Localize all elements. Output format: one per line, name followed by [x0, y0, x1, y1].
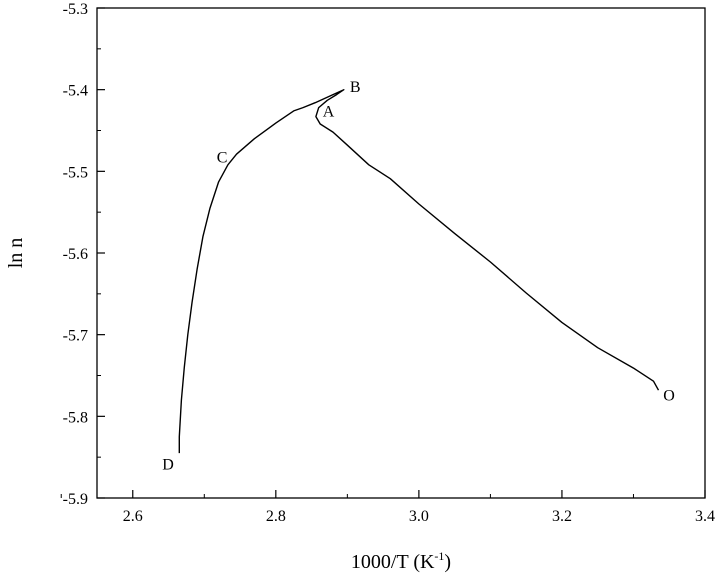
- y-tick-label: -5.7: [63, 328, 88, 345]
- series-layer: [178, 89, 660, 454]
- point-label-o: O: [663, 387, 675, 404]
- point-label-a: A: [323, 104, 335, 121]
- x-axis-title: 1000/T (K-1): [351, 549, 451, 573]
- y-axis-title: ln n: [5, 238, 27, 269]
- point-label-c: C: [217, 150, 228, 167]
- x-tick-label: 2.8: [266, 508, 286, 525]
- point-label-d: D: [162, 457, 174, 474]
- x-tick-label: 3.0: [409, 508, 429, 525]
- y-tick-label: -5.4: [63, 83, 88, 100]
- annotation-layer: O AB C D: [162, 79, 675, 474]
- point-label-b: B: [350, 79, 361, 96]
- y-tick-label: -5.9: [63, 491, 88, 508]
- y-axis-ticks: -5.3 -5.4 -5.5 -5.6 -5.7 -5.8 -5.9: [63, 1, 105, 508]
- x-axis-title-superscript: -1: [434, 549, 444, 563]
- x-axis-ticks: 2.6 2.8 3.0 3.2 3.4: [60, 490, 715, 525]
- x-tick-label: 3.4: [695, 508, 715, 525]
- plot-frame: [96, 7, 706, 499]
- y-tick-label: -5.3: [63, 1, 88, 18]
- y-tick-label: -5.6: [63, 246, 88, 263]
- x-tick-label: 3.2: [552, 508, 572, 525]
- x-tick-label: 2.6: [123, 508, 143, 525]
- series-line: [178, 89, 660, 454]
- y-tick-label: -5.8: [63, 409, 88, 426]
- y-tick-label: -5.5: [63, 164, 88, 181]
